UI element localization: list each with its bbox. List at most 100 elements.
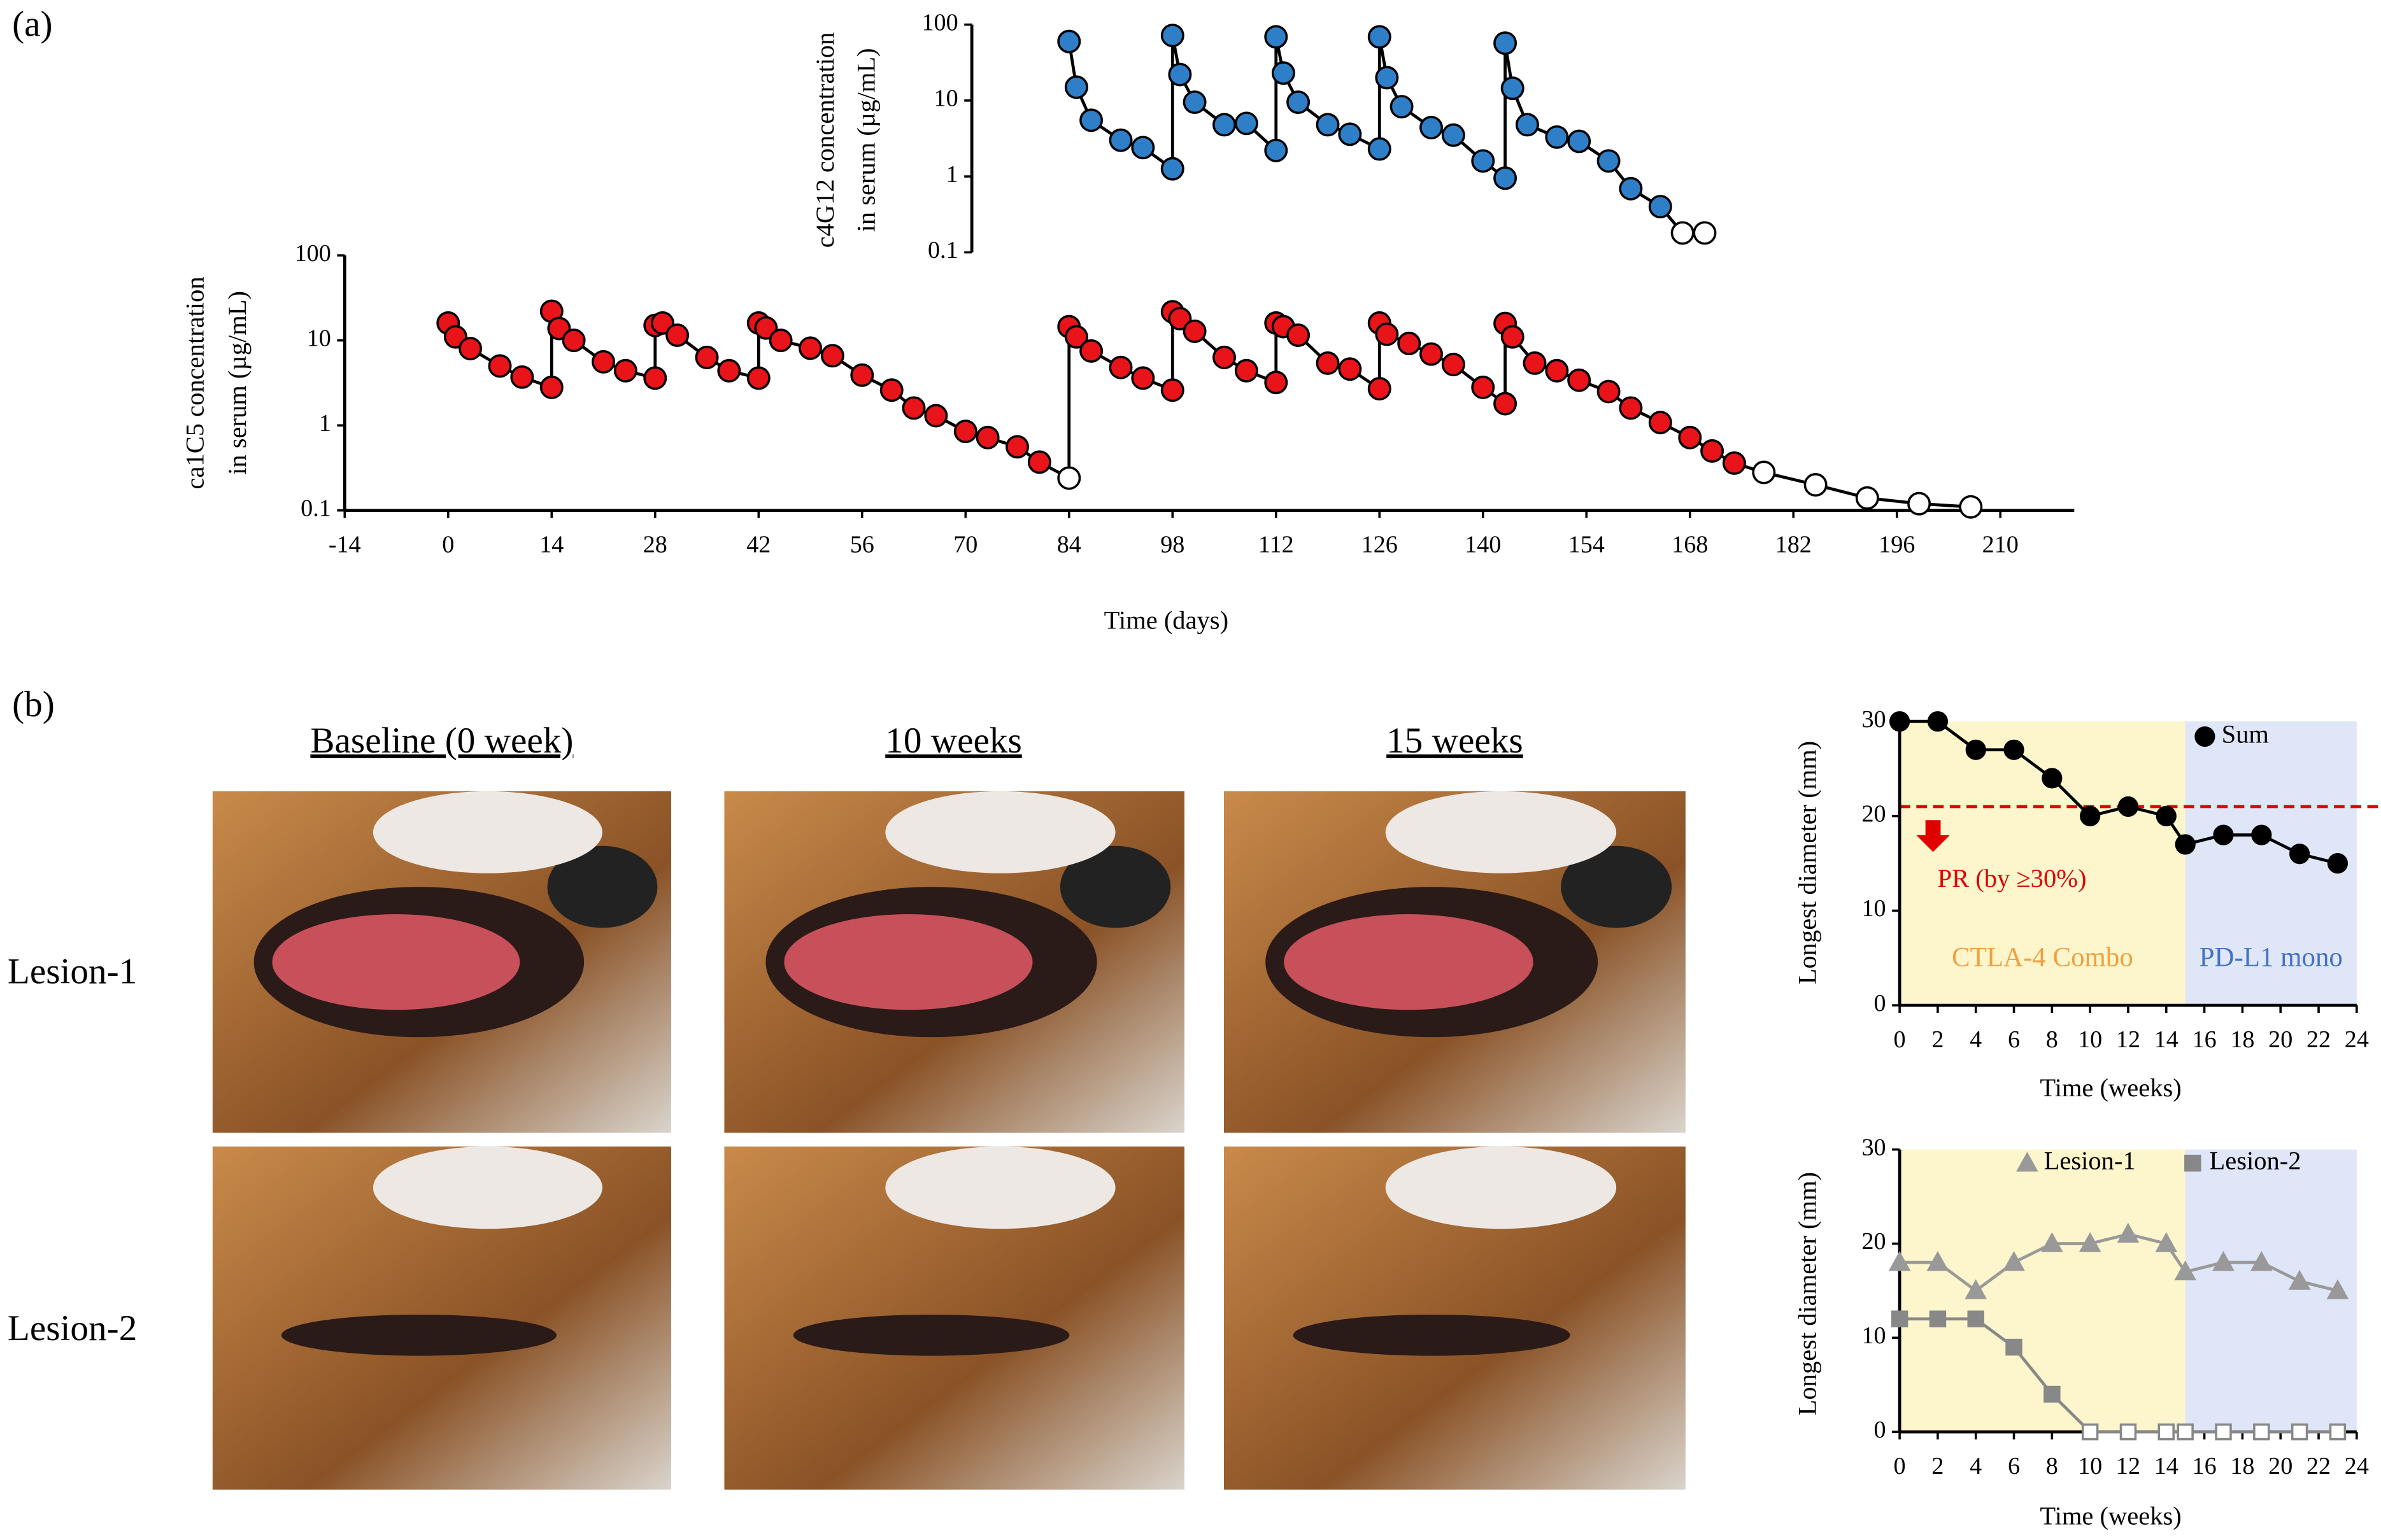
marker [1567, 129, 1591, 153]
series-line [1067, 35, 1705, 235]
marker [1367, 25, 1391, 49]
marker [2251, 824, 2272, 845]
marker [1803, 473, 1828, 497]
panel-label: (a) [12, 4, 53, 45]
x-tick-label: 0 [442, 532, 454, 558]
marker [820, 344, 844, 368]
photo-glove [885, 1146, 1116, 1229]
marker [1545, 358, 1569, 383]
marker [1693, 221, 1717, 245]
marker [1131, 136, 1155, 160]
marker [1855, 486, 1879, 510]
x-tick-label: 4 [1970, 1026, 1982, 1053]
marker [1888, 1251, 1911, 1271]
marker [1027, 450, 1051, 474]
legend-marker [2016, 1152, 2038, 1172]
y-tick-label: 30 [1861, 706, 1886, 733]
marker [2212, 1251, 2235, 1271]
y-axis-label: c4G12 concentration [811, 32, 839, 248]
photo-glove [885, 791, 1116, 873]
marker [1286, 90, 1311, 115]
x-tick-label: 20 [2268, 1026, 2292, 1053]
photo-gum [272, 914, 520, 1010]
x-tick-label: 6 [2008, 1453, 2020, 1480]
marker [1316, 351, 1340, 375]
y-tick-label: 1 [319, 410, 331, 437]
photo-glove [373, 791, 602, 873]
x-tick-label: 140 [1465, 532, 1501, 558]
marker [1670, 221, 1695, 245]
marker [1493, 31, 1517, 55]
marker [643, 366, 667, 390]
marker [458, 337, 483, 361]
marker [1160, 24, 1184, 48]
marker [1234, 358, 1258, 383]
x-tick-label: 14 [2154, 1026, 2178, 1053]
marker [1375, 66, 1399, 90]
x-tick-label: 42 [746, 532, 771, 558]
marker [1929, 1310, 1947, 1327]
marker [2174, 1260, 2197, 1281]
marker [1619, 396, 1643, 420]
marker [1752, 460, 1776, 484]
marker [1891, 1310, 1908, 1327]
marker [1397, 332, 1421, 355]
marker [2117, 796, 2139, 817]
region [2185, 1149, 2357, 1432]
marker [1441, 123, 1465, 147]
marker [717, 358, 741, 383]
marker [2043, 1385, 2061, 1403]
marker [2005, 1338, 2022, 1356]
marker [1338, 357, 1362, 381]
marker [1109, 355, 1133, 379]
x-tick-label: 0 [1894, 1453, 1906, 1480]
marker [1927, 711, 1949, 732]
marker [1212, 113, 1237, 137]
marker [1493, 392, 1517, 416]
photo-mouth [281, 1314, 557, 1356]
x-tick-label: 210 [1982, 532, 2019, 558]
marker [2003, 1251, 2025, 1271]
marker [1648, 195, 1672, 219]
marker [1390, 95, 1414, 119]
x-tick-label: 12 [2116, 1453, 2140, 1480]
x-tick-label: 56 [850, 532, 874, 558]
x-tick-label: 10 [2078, 1026, 2102, 1053]
photo-column-title: 10 weeks [885, 721, 1022, 761]
x-axis-label: Time (days) [1104, 605, 1228, 634]
marker [2177, 1423, 2194, 1441]
marker [1678, 425, 1702, 449]
marker [2157, 1423, 2175, 1441]
marker [879, 378, 904, 402]
marker [1926, 1251, 1949, 1271]
marker [1271, 61, 1295, 85]
marker [1367, 137, 1391, 161]
x-tick-label: 16 [2193, 1026, 2217, 1053]
marker [1967, 1310, 1984, 1327]
x-tick-label: 12 [2116, 1026, 2140, 1053]
marker [510, 365, 534, 389]
marker [799, 336, 823, 360]
marker [2040, 1232, 2063, 1252]
photo-nose [547, 845, 658, 928]
y-axis-label: Longest diameter (mm) [1793, 741, 1822, 985]
marker [2326, 1279, 2349, 1299]
marker [2253, 1423, 2270, 1441]
marker [1064, 75, 1088, 99]
x-tick-label: 4 [1970, 1453, 1982, 1480]
marker [2250, 1251, 2273, 1271]
marker [1722, 451, 1746, 475]
photos [212, 791, 1686, 1490]
marker [2291, 1423, 2308, 1441]
x-tick-label: 154 [1568, 532, 1605, 558]
x-tick-label: 28 [643, 532, 667, 558]
y-tick-label: 0.1 [301, 495, 331, 521]
x-tick-label: 8 [2046, 1026, 2058, 1053]
photo-glove [1385, 1146, 1617, 1229]
x-tick-label: 16 [2193, 1453, 2217, 1480]
x-tick-label: 182 [1775, 532, 1812, 558]
annotation-arrow [1916, 820, 1950, 852]
y-tick-label: 0 [1874, 990, 1886, 1017]
marker [1234, 111, 1258, 136]
